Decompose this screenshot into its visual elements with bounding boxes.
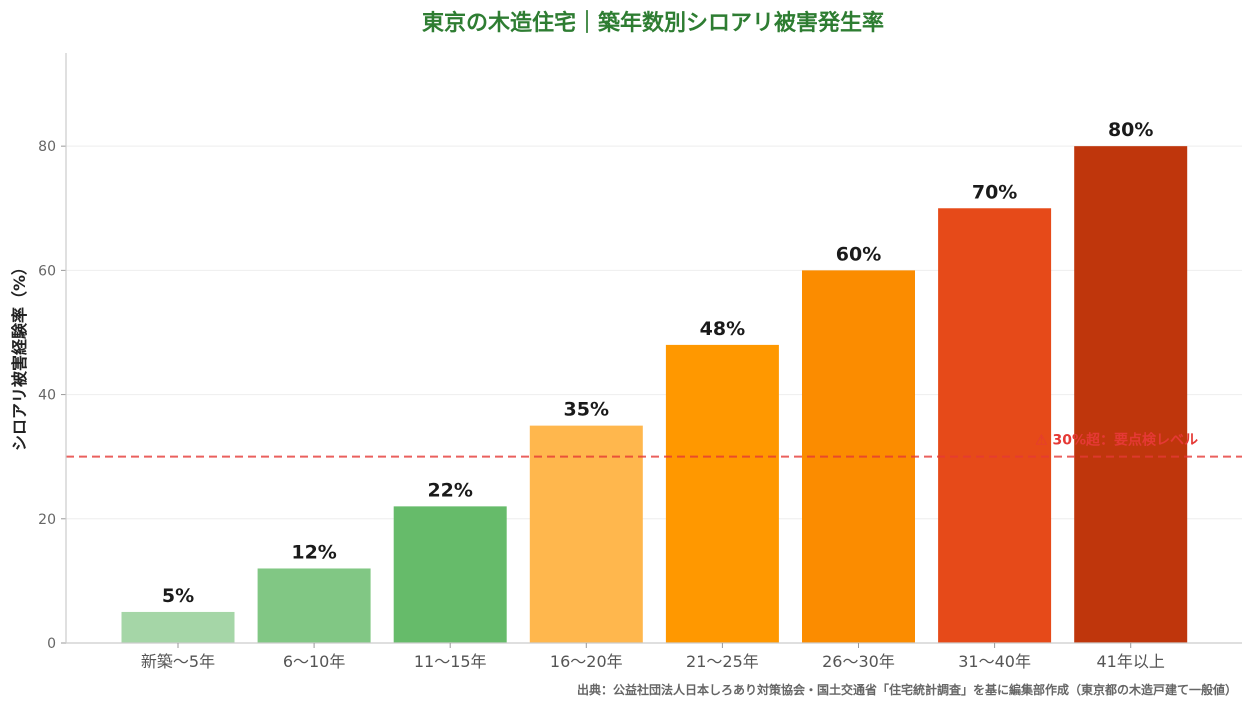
x-tick-label: 6〜10年 — [283, 652, 346, 671]
bar-value-label: 60% — [836, 243, 881, 265]
bar — [393, 506, 507, 643]
bar-value-label: 22% — [427, 479, 472, 501]
x-tick-label: 新築〜5年 — [141, 652, 215, 671]
bar-value-label: 80% — [1108, 119, 1153, 141]
chart-title: 東京の木造住宅｜築年数別シロアリ被害発生率 — [422, 10, 884, 36]
bar — [1074, 146, 1188, 643]
bar — [121, 611, 235, 643]
y-tick-label: 20 — [38, 512, 56, 528]
y-tick-label: 0 — [47, 636, 56, 652]
threshold-group: ⚠ 30%超：要点検レベル — [66, 432, 1242, 458]
x-tick-label: 16〜20年 — [550, 652, 623, 671]
y-axis-label: シロアリ被害経験率（%） — [10, 259, 29, 451]
bar — [665, 344, 779, 643]
grid-lines — [66, 145, 1242, 520]
bar — [529, 425, 643, 643]
bar-value-label: 12% — [291, 541, 336, 563]
bar — [257, 568, 371, 643]
bar-value-label: 70% — [972, 181, 1017, 203]
bar-value-label: 5% — [162, 585, 194, 607]
y-tick-label: 60 — [38, 263, 56, 279]
x-tick-label: 41年以上 — [1097, 652, 1165, 671]
x-tick-label: 31〜40年 — [958, 652, 1031, 671]
x-tick-label: 21〜25年 — [686, 652, 759, 671]
source-note: 出典：公益社団法人日本しろあり対策協会・国土交通省「住宅統計調査」を基に編集部作… — [577, 682, 1237, 697]
x-tick-label: 11〜15年 — [414, 652, 487, 671]
bar-value-label: 35% — [564, 399, 609, 421]
threshold-label: ⚠ 30%超：要点検レベル — [1035, 432, 1198, 449]
bar — [938, 208, 1052, 643]
axes-group: 0 20 40 60 80 新築〜5年 6〜10年 11〜15年 16〜20年 21〜25年 26〜… — [38, 53, 1242, 671]
bar-value-label: 48% — [700, 318, 745, 340]
y-tick-label: 80 — [38, 139, 56, 155]
x-tick-label: 26〜30年 — [822, 652, 895, 671]
y-tick-label: 40 — [38, 388, 56, 404]
bars-group: 5% 12% 22% 35% 48% 60% 70% 80% — [121, 119, 1188, 643]
